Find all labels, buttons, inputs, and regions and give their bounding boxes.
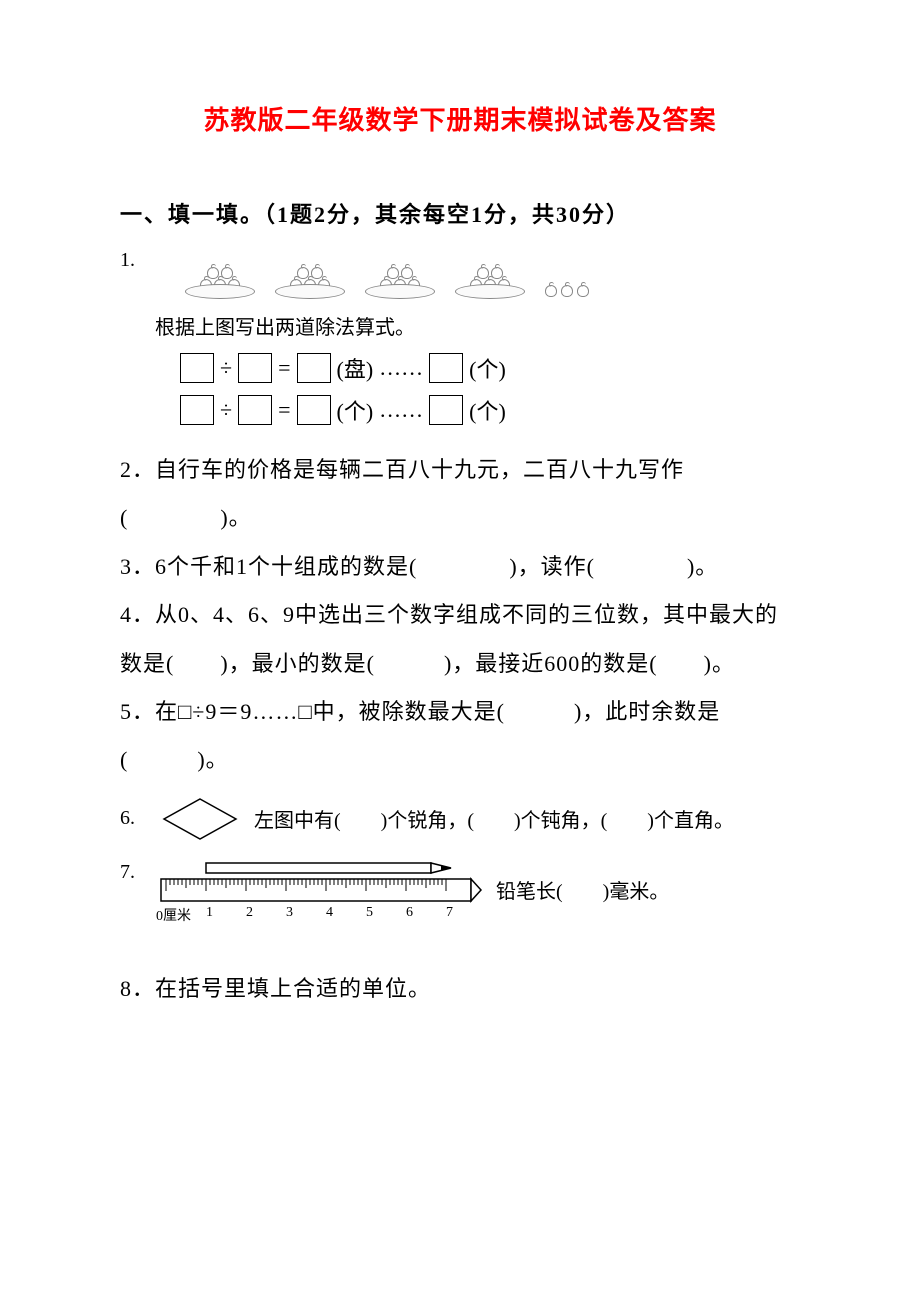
ruler-label: 1 — [206, 905, 246, 925]
ruler-label: 6 — [406, 905, 446, 925]
question-4: 4．从0、4、6、9中选出三个数字组成不同的三位数，其中最大的数是( )，最小的… — [120, 591, 800, 688]
answer-box[interactable] — [180, 395, 214, 425]
q1-number: 1. — [120, 249, 150, 272]
q1-caption: 根据上图写出两道除法算式。 — [155, 311, 800, 340]
ruler-label: 3 — [286, 905, 326, 925]
equals-sign: = — [278, 355, 290, 381]
answer-box[interactable] — [180, 353, 214, 383]
plate — [275, 249, 345, 299]
plate — [365, 249, 435, 299]
unit-piece: (个) — [469, 394, 506, 426]
equals-sign: = — [278, 397, 290, 423]
q6-text: 左图中有( )个锐角，( )个钝角，( )个直角。 — [254, 804, 734, 833]
question-6: 6. 左图中有( )个锐角，( )个钝角，( )个直角。 — [120, 795, 800, 843]
ruler-label: 0厘米 — [156, 905, 206, 925]
q7-number: 7. — [120, 861, 146, 884]
question-5: 5．在□÷9＝9……□中，被除数最大是( )，此时余数是( )。 — [120, 688, 800, 785]
answer-box[interactable] — [297, 395, 331, 425]
answer-box[interactable] — [297, 353, 331, 383]
dots: …… — [379, 355, 423, 381]
answer-box[interactable] — [429, 395, 463, 425]
question-1: 1. — [120, 249, 800, 299]
ruler-label: 4 — [326, 905, 366, 925]
answer-box[interactable] — [429, 353, 463, 383]
question-7: 7. — [120, 861, 800, 925]
q1-equation-2: ÷ = (个) …… (个) — [180, 394, 800, 426]
q1-plates — [185, 249, 589, 299]
ruler-label: 5 — [366, 905, 406, 925]
q6-number: 6. — [120, 807, 146, 830]
unit-plate: (盘) — [337, 352, 374, 384]
answer-box[interactable] — [238, 395, 272, 425]
ruler-label: 2 — [246, 905, 286, 925]
unit-piece: (个) — [337, 394, 374, 426]
unit-piece: (个) — [469, 352, 506, 384]
question-8: 8．在括号里填上合适的单位。 — [120, 965, 800, 1013]
section-1-header: 一、填一填。（1题2分，其余每空1分，共30分） — [120, 197, 800, 229]
plate — [185, 249, 255, 299]
question-2: 2．自行车的价格是每辆二百八十九元，二百八十九写作( )。 — [120, 446, 800, 543]
dots: …… — [379, 397, 423, 423]
plate — [455, 249, 525, 299]
loose-fruits — [545, 285, 589, 299]
page-title: 苏教版二年级数学下册期末模拟试卷及答案 — [120, 100, 800, 137]
question-3: 3．6个千和1个十组成的数是( )，读作( )。 — [120, 543, 800, 591]
q1-equation-1: ÷ = (盘) …… (个) — [180, 352, 800, 384]
divide-sign: ÷ — [220, 355, 232, 381]
diamond-icon — [160, 795, 240, 843]
ruler-label: 7 — [446, 905, 486, 925]
q7-text: 铅笔长( )毫米。 — [496, 875, 669, 904]
divide-sign: ÷ — [220, 397, 232, 423]
ruler-diagram: 0厘米 1 2 3 4 5 6 7 — [156, 861, 486, 925]
answer-box[interactable] — [238, 353, 272, 383]
